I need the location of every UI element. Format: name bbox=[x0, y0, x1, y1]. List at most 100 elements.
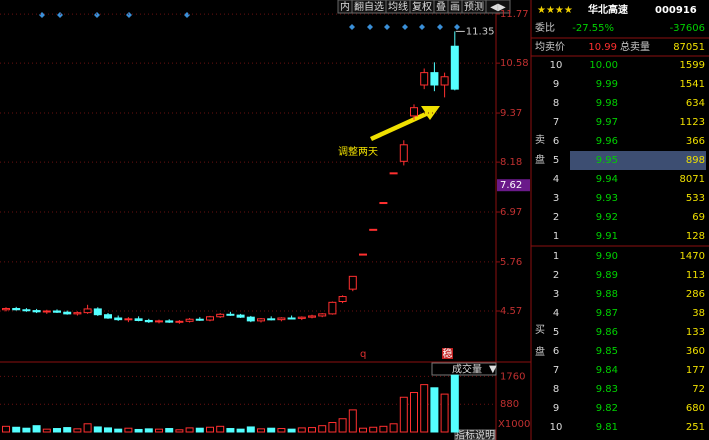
volume: 177 bbox=[686, 365, 705, 376]
candle-body bbox=[53, 310, 61, 313]
stars: ★★★★ bbox=[537, 5, 573, 16]
volume-bar bbox=[165, 428, 174, 433]
volume: 1599 bbox=[680, 60, 705, 71]
volume-bar bbox=[155, 428, 163, 433]
candle-body bbox=[389, 172, 398, 175]
volume-bar bbox=[104, 427, 112, 433]
candle-body bbox=[297, 316, 306, 319]
candle-body bbox=[430, 72, 439, 86]
volume: 366 bbox=[686, 136, 705, 147]
price: 10.00 bbox=[589, 60, 618, 71]
candle-body bbox=[216, 313, 225, 318]
level: 2 bbox=[553, 270, 559, 281]
level: 3 bbox=[553, 289, 559, 300]
volume-bar bbox=[236, 428, 245, 433]
volume-bar bbox=[114, 428, 123, 433]
candle-body bbox=[246, 316, 255, 322]
price: 9.84 bbox=[596, 365, 618, 376]
ratio: -27.55% bbox=[572, 23, 614, 34]
y-tick-label: 11.77 bbox=[500, 9, 529, 20]
level: 7 bbox=[553, 117, 559, 128]
candle-body bbox=[277, 317, 286, 321]
volume-bar bbox=[93, 426, 102, 433]
volume-bar bbox=[328, 422, 337, 433]
level: 4 bbox=[553, 308, 559, 319]
volume-bar bbox=[379, 425, 388, 433]
price: 9.85 bbox=[596, 346, 618, 357]
candle-body bbox=[134, 318, 143, 321]
volume-unit: X1000 bbox=[498, 419, 530, 430]
total: 87051 bbox=[673, 42, 705, 53]
toolbar-button[interactable] bbox=[485, 0, 511, 14]
volume-bar bbox=[42, 428, 51, 433]
candle-body bbox=[195, 318, 204, 321]
volume-bar bbox=[308, 427, 316, 433]
volume-bar bbox=[83, 423, 92, 433]
annotation-arrow bbox=[370, 106, 440, 141]
stock-name: 华北高速 bbox=[588, 3, 628, 16]
help-button[interactable] bbox=[454, 429, 496, 440]
price: 9.83 bbox=[596, 384, 618, 395]
y-tick-label: 4.57 bbox=[500, 306, 522, 317]
level: 6 bbox=[553, 136, 559, 147]
marker-stable: 稳 bbox=[443, 347, 453, 360]
candle-body bbox=[32, 310, 41, 313]
volume-bar bbox=[175, 429, 184, 433]
volume-bar bbox=[440, 393, 449, 433]
candle-body bbox=[308, 315, 316, 318]
avg-price: 10.99 bbox=[588, 42, 617, 53]
volume-bar bbox=[359, 427, 367, 433]
volume-bar bbox=[246, 426, 255, 433]
level: 10 bbox=[550, 60, 563, 71]
toolbar-label: 复权 bbox=[412, 0, 432, 13]
candle-body bbox=[267, 318, 276, 321]
level: 1 bbox=[553, 231, 559, 242]
level: 8 bbox=[553, 384, 559, 395]
row-highlight bbox=[570, 151, 706, 170]
level: 8 bbox=[553, 98, 559, 109]
volume-bar bbox=[348, 409, 357, 433]
y-tick-label: 10.58 bbox=[500, 58, 529, 69]
volume: 1123 bbox=[680, 117, 705, 128]
price: 9.94 bbox=[596, 174, 618, 185]
level: 5 bbox=[553, 155, 559, 166]
price: 9.97 bbox=[596, 117, 618, 128]
toolbar-label: 画 bbox=[450, 2, 460, 13]
y-tick-label: 1760 bbox=[500, 371, 525, 382]
help-label[interactable]: 指标说明 bbox=[455, 429, 495, 440]
candle-body bbox=[440, 76, 449, 86]
volume-bar bbox=[12, 426, 21, 433]
volume: 251 bbox=[686, 422, 705, 433]
volume-bar bbox=[185, 427, 194, 433]
total-label: 总卖量 bbox=[620, 40, 650, 53]
candle-body bbox=[63, 311, 72, 315]
candle-body bbox=[206, 316, 214, 321]
candle-body bbox=[287, 317, 296, 320]
candle-body bbox=[155, 320, 163, 323]
volume: 898 bbox=[686, 155, 705, 166]
event-markers bbox=[39, 12, 460, 30]
y-tick-label: 880 bbox=[500, 399, 519, 410]
price: 9.98 bbox=[596, 98, 618, 109]
volume-tab[interactable] bbox=[431, 362, 497, 376]
toolbar: 内翻自选 均线 复权叠画预测 ◀▶ bbox=[337, 0, 511, 14]
candle-body bbox=[348, 275, 357, 290]
candle-body bbox=[124, 318, 133, 321]
volume: 133 bbox=[686, 327, 705, 338]
level: 5 bbox=[553, 327, 559, 338]
volume-bar bbox=[399, 396, 408, 433]
volume-bar bbox=[420, 384, 429, 433]
volume-bar bbox=[430, 387, 439, 433]
toolbar-label: 预测 bbox=[464, 0, 484, 13]
candle-body bbox=[42, 310, 51, 313]
volume-bar bbox=[124, 427, 133, 433]
candle-body bbox=[257, 318, 265, 322]
candle-body bbox=[318, 313, 327, 317]
candle-body bbox=[226, 313, 235, 316]
volume-bar bbox=[450, 374, 459, 433]
volume: 1470 bbox=[680, 251, 705, 262]
level: 7 bbox=[553, 365, 559, 376]
candle-body bbox=[165, 320, 174, 323]
